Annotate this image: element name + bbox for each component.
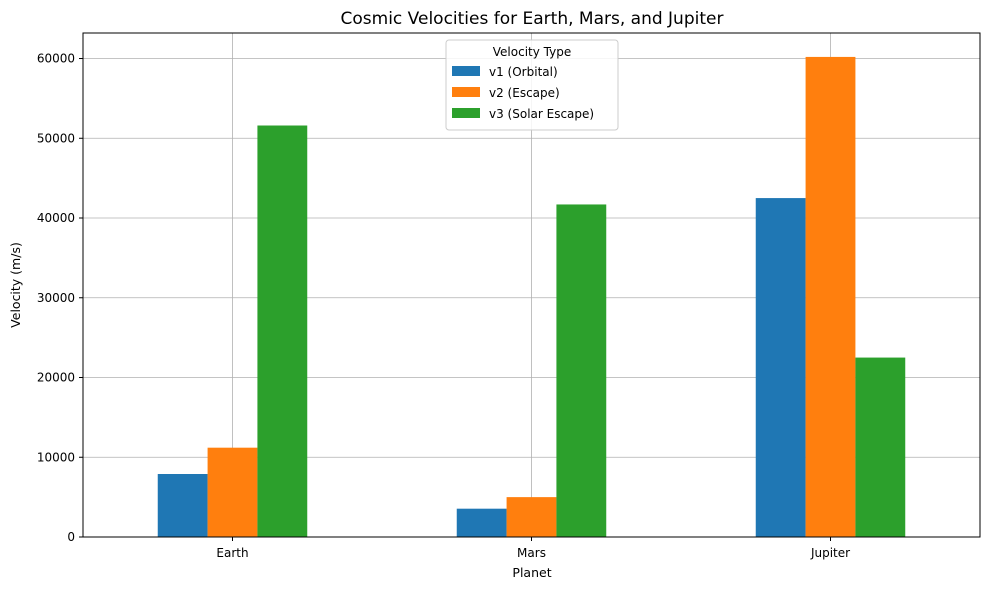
y-tick-label: 60000: [37, 52, 75, 66]
y-tick-label: 50000: [37, 131, 75, 145]
y-axis: 0 10000 20000 30000 40000 50000 60000: [37, 52, 83, 544]
bar-v3-jupiter: [855, 357, 906, 537]
bar-v1-jupiter: [755, 198, 806, 538]
y-tick-label: 40000: [37, 211, 75, 225]
legend-swatch: [452, 87, 480, 97]
legend-label: v1 (Orbital): [489, 65, 558, 79]
x-axis: Earth Mars Jupiter: [216, 537, 850, 560]
bars: [157, 56, 906, 538]
y-axis-label: Velocity (m/s): [8, 242, 23, 328]
bar-v3-mars: [556, 204, 607, 538]
x-tick-label: Earth: [216, 546, 248, 560]
x-tick-label: Mars: [517, 546, 546, 560]
bar-v2-jupiter: [805, 56, 856, 538]
x-tick-label: Jupiter: [810, 546, 850, 560]
legend-title: Velocity Type: [493, 45, 571, 59]
y-tick-label: 20000: [37, 371, 75, 385]
legend-box: [445, 39, 619, 131]
legend: Velocity Type v1 (Orbital) v2 (Escape) v3 …: [445, 39, 619, 131]
legend-swatch: [452, 66, 480, 76]
bar-v2-mars: [506, 497, 557, 537]
legend-label: v3 (Solar Escape): [489, 107, 594, 121]
legend-label: v2 (Escape): [489, 86, 560, 100]
y-tick-label: 30000: [37, 291, 75, 305]
y-tick-label: 10000: [37, 450, 75, 464]
y-tick-label: 0: [67, 530, 75, 544]
bar-v1-earth: [157, 474, 208, 537]
chart-title: Cosmic Velocities for Earth, Mars, and J…: [341, 9, 724, 29]
bar-v2-earth: [207, 447, 258, 537]
bar-v1-mars: [456, 508, 507, 537]
bar-v3-earth: [257, 125, 308, 537]
x-axis-label: Planet: [512, 565, 551, 580]
legend-swatch: [452, 108, 480, 118]
